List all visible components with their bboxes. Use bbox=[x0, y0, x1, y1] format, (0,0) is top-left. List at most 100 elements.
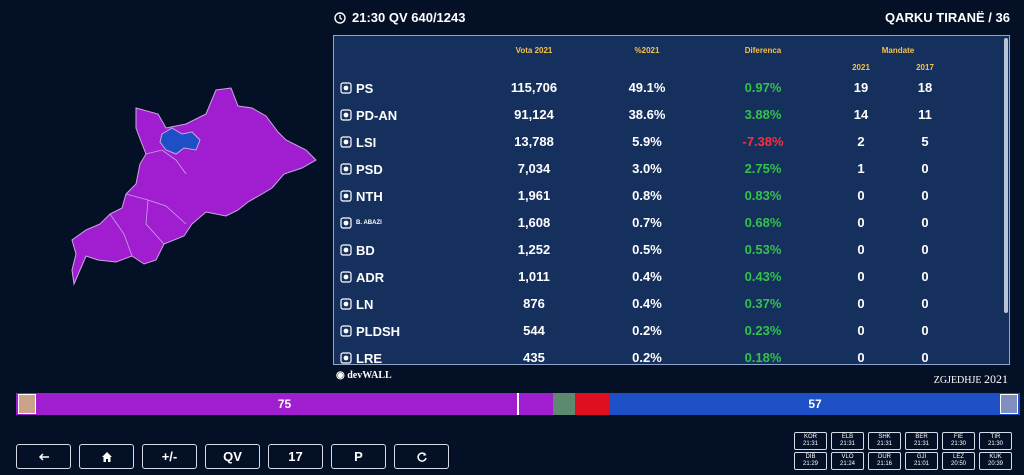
party-cell: PD-AN bbox=[340, 102, 397, 128]
district-time: 21:16 bbox=[876, 461, 892, 467]
control-buttons: +/- QV 17 P bbox=[16, 444, 449, 469]
map-region-main[interactable] bbox=[71, 87, 317, 286]
district-code: LEZ bbox=[952, 454, 964, 460]
mandates-2021-cell: 0 bbox=[857, 323, 865, 338]
district-button[interactable]: BER 21:31 bbox=[905, 432, 938, 450]
region-title: QARKU TIRANË / 36 bbox=[885, 10, 1010, 25]
map-region-lake[interactable] bbox=[159, 127, 201, 155]
pct-cell: 0.8% bbox=[632, 188, 662, 203]
mandates-2021-cell: 0 bbox=[857, 215, 865, 230]
party-cell: BD bbox=[340, 237, 375, 263]
district-button[interactable]: FIE 21:30 bbox=[942, 432, 975, 450]
pct-cell: 0.4% bbox=[632, 296, 662, 311]
diff-cell: 0.68% bbox=[744, 215, 782, 230]
table-row[interactable]: LN 876 0.4% 0.37% 0 0 bbox=[334, 291, 1009, 317]
mandates-2021-cell: 0 bbox=[857, 269, 865, 284]
mandates-2021-cell: 1 bbox=[857, 161, 865, 176]
p-button[interactable]: P bbox=[331, 444, 386, 469]
party-cell: PS bbox=[340, 75, 373, 101]
party-cell: PSD bbox=[340, 156, 383, 182]
mandates-2017-cell: 0 bbox=[921, 323, 929, 338]
table-row[interactable]: LSI 13,788 5.9% -7.38% 2 5 bbox=[334, 129, 1009, 155]
diff-cell: 0.83% bbox=[744, 188, 782, 203]
district-code: GJI bbox=[916, 454, 927, 460]
table-scrollbar[interactable] bbox=[1004, 38, 1008, 313]
mandates-2017-cell: 0 bbox=[921, 215, 929, 230]
district-button[interactable]: KUK 20:39 bbox=[979, 452, 1012, 470]
pldsh-logo-icon bbox=[340, 325, 352, 337]
diff-cell: -7.38% bbox=[742, 134, 784, 149]
adr-logo-icon bbox=[340, 271, 352, 283]
votes-cell: 7,034 bbox=[517, 161, 551, 176]
mandates-2021-cell: 14 bbox=[853, 107, 869, 122]
district-code: KOR bbox=[803, 434, 817, 440]
votes-cell: 13,788 bbox=[514, 134, 554, 149]
back-button[interactable] bbox=[16, 444, 71, 469]
table-row[interactable]: PLDSH 544 0.2% 0.23% 0 0 bbox=[334, 318, 1009, 344]
refresh-button[interactable] bbox=[394, 444, 449, 469]
mandates-2017-cell: 18 bbox=[917, 80, 933, 95]
table-row[interactable]: BD 1,252 0.5% 0.53% 0 0 bbox=[334, 237, 1009, 263]
refresh-icon bbox=[416, 451, 427, 462]
votes-cell: 876 bbox=[523, 296, 545, 311]
party-cell: LN bbox=[340, 291, 373, 317]
qv-button[interactable]: QV bbox=[205, 444, 260, 469]
district-code: ELB bbox=[841, 434, 854, 440]
votes-cell: 435 bbox=[523, 350, 545, 365]
mandates-2021-cell: 0 bbox=[857, 242, 865, 257]
ln-logo-icon bbox=[340, 298, 352, 310]
seat-bar-mid-red bbox=[575, 393, 610, 415]
district-button[interactable]: TIR 21:30 bbox=[979, 432, 1012, 450]
district-button[interactable]: DUR 21:16 bbox=[868, 452, 901, 470]
table-row[interactable]: PS 115,706 49.1% 0.97% 19 18 bbox=[334, 75, 1009, 101]
votes-cell: 115,706 bbox=[510, 80, 558, 95]
district-code: TIR bbox=[990, 434, 1001, 440]
table-row[interactable]: LRE 435 0.2% 0.18% 0 0 bbox=[334, 345, 1009, 365]
pct-cell: 0.2% bbox=[632, 323, 662, 338]
district-time: 21:31 bbox=[802, 441, 818, 447]
party-name: PS bbox=[356, 80, 374, 96]
results-table: Vota 2021 %2021 Diferenca Mandate 2021 2… bbox=[333, 35, 1010, 365]
number-button[interactable]: 17 bbox=[268, 444, 323, 469]
party-name: PD-AN bbox=[356, 107, 398, 123]
diff-cell: 0.43% bbox=[744, 269, 782, 284]
psd-logo-icon bbox=[340, 163, 352, 175]
party-cell: LSI bbox=[340, 129, 376, 155]
header-m2021: 2021 bbox=[852, 63, 870, 72]
ps-logo-icon bbox=[340, 82, 352, 94]
table-row[interactable]: NTH 1,961 0.8% 0.83% 0 0 bbox=[334, 183, 1009, 209]
district-code: FIE bbox=[953, 434, 964, 440]
table-row[interactable]: B. ABAZI 1,608 0.7% 0.68% 0 0 bbox=[334, 210, 1009, 236]
party-cell: LRE bbox=[340, 345, 382, 365]
table-row[interactable]: PSD 7,034 3.0% 2.75% 1 0 bbox=[334, 156, 1009, 182]
left-seat-count: 75 bbox=[277, 397, 292, 411]
mandates-2017-cell: 0 bbox=[921, 269, 929, 284]
plus-minus-button[interactable]: +/- bbox=[142, 444, 197, 469]
district-button[interactable]: DIB 21:29 bbox=[794, 452, 827, 470]
district-button[interactable]: GJI 21:01 bbox=[905, 452, 938, 470]
brand-name: devWALL bbox=[347, 370, 392, 381]
election-label: ZGJEDHJE 2021 bbox=[934, 372, 1008, 387]
district-code: DIB bbox=[805, 454, 816, 460]
header-mandates: Mandate bbox=[881, 46, 915, 55]
table-row[interactable]: ADR 1,011 0.4% 0.43% 0 0 bbox=[334, 264, 1009, 290]
party-name: ADR bbox=[356, 269, 385, 285]
district-button[interactable]: VLO 21:24 bbox=[831, 452, 864, 470]
party-name: LRE bbox=[356, 350, 382, 365]
region-map[interactable] bbox=[66, 84, 326, 294]
party-cell: NTH bbox=[340, 183, 383, 209]
brand-mark-icon: ◉ bbox=[336, 370, 345, 381]
district-button[interactable]: ELB 21:31 bbox=[831, 432, 864, 450]
district-button[interactable]: SHK 21:31 bbox=[868, 432, 901, 450]
diff-cell: 0.18% bbox=[744, 350, 782, 365]
pct-cell: 0.5% bbox=[632, 242, 662, 257]
home-button[interactable] bbox=[79, 444, 134, 469]
district-time: 20:50 bbox=[950, 461, 966, 467]
pd-logo-icon bbox=[340, 109, 352, 121]
abazi-logo-icon bbox=[340, 217, 352, 229]
table-row[interactable]: PD-AN 91,124 38.6% 3.88% 14 11 bbox=[334, 102, 1009, 128]
district-button[interactable]: LEZ 20:50 bbox=[942, 452, 975, 470]
seat-bar: 75 57 bbox=[16, 393, 1020, 415]
district-time: 21:31 bbox=[913, 441, 929, 447]
district-button[interactable]: KOR 21:31 bbox=[794, 432, 827, 450]
